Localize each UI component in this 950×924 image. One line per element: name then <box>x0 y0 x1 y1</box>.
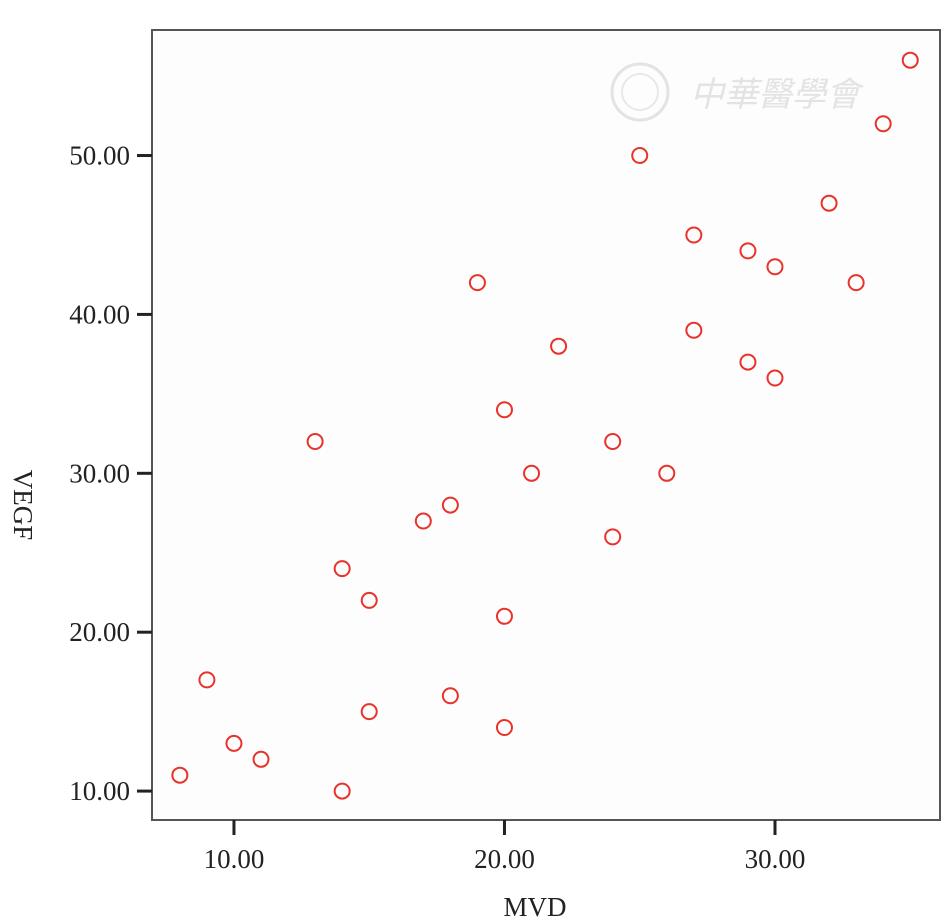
data-point <box>225 734 243 752</box>
data-points <box>171 51 919 800</box>
data-point <box>333 560 351 578</box>
data-point <box>550 337 568 355</box>
x-tick-label: 20.00 <box>474 844 535 874</box>
data-point <box>847 274 865 292</box>
watermark-logo-inner <box>621 73 659 111</box>
data-point <box>820 194 838 212</box>
watermark-text: 中華醫學會 <box>690 77 865 114</box>
data-point <box>468 274 486 292</box>
data-point <box>739 353 757 371</box>
data-point <box>441 496 459 514</box>
plot-area <box>151 29 941 821</box>
data-point <box>685 226 703 244</box>
data-point <box>604 433 622 451</box>
data-point <box>198 671 216 689</box>
y-tick-label: 10.00 <box>69 776 130 806</box>
data-point <box>360 703 378 721</box>
y-tick-label: 30.00 <box>69 458 130 488</box>
data-point <box>604 528 622 546</box>
data-point <box>901 51 919 69</box>
data-point <box>766 258 784 276</box>
data-point <box>306 433 324 451</box>
data-point <box>874 115 892 133</box>
data-point <box>495 719 513 737</box>
data-point <box>739 242 757 260</box>
data-point <box>766 369 784 387</box>
data-point <box>333 782 351 800</box>
data-point <box>360 591 378 609</box>
x-axis-title: MVD <box>503 892 566 922</box>
data-point <box>495 401 513 419</box>
data-point <box>685 321 703 339</box>
data-point <box>414 512 432 530</box>
data-point <box>631 147 649 165</box>
x-axis: 10.00 20.00 30.00 <box>204 820 806 874</box>
y-tick-label: 50.00 <box>69 141 130 171</box>
x-tick-label: 30.00 <box>745 844 806 874</box>
data-point <box>658 464 676 482</box>
data-point <box>523 464 541 482</box>
y-axis-title: VEGF <box>8 470 38 541</box>
x-tick-label: 10.00 <box>204 844 265 874</box>
y-axis: 10.00 20.00 30.00 40.00 50.00 <box>69 141 152 806</box>
data-point <box>441 687 459 705</box>
data-point <box>495 607 513 625</box>
data-point <box>252 750 270 768</box>
y-tick-label: 20.00 <box>69 617 130 647</box>
watermark-logo <box>610 62 670 122</box>
y-tick-label: 40.00 <box>69 299 130 329</box>
watermark: 中華醫學會 <box>610 62 865 122</box>
data-point <box>171 766 189 784</box>
